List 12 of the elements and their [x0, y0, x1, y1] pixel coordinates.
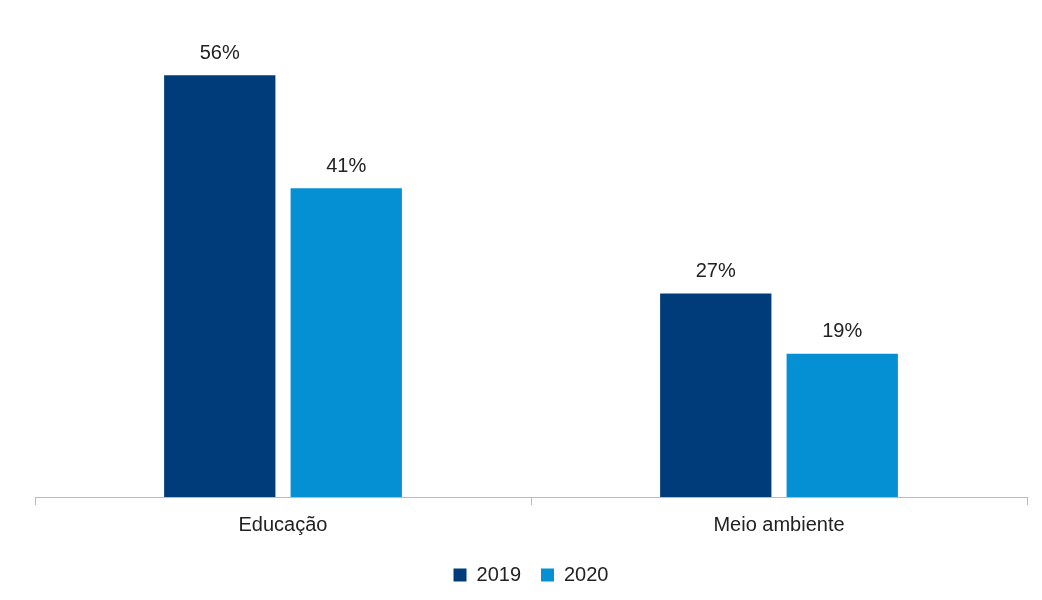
data-label: 19%	[822, 319, 863, 342]
x-tick-label: Meio ambiente	[713, 512, 845, 535]
data-label: 41%	[326, 153, 367, 176]
legend-label: 2020	[564, 562, 609, 585]
bar	[290, 188, 402, 497]
data-label: 27%	[695, 259, 736, 282]
bar	[164, 75, 276, 497]
bar	[786, 353, 898, 497]
bar	[660, 293, 772, 497]
data-label: 56%	[199, 40, 240, 63]
legend-label: 2019	[476, 562, 522, 585]
x-tick-label: Educação	[238, 512, 328, 535]
